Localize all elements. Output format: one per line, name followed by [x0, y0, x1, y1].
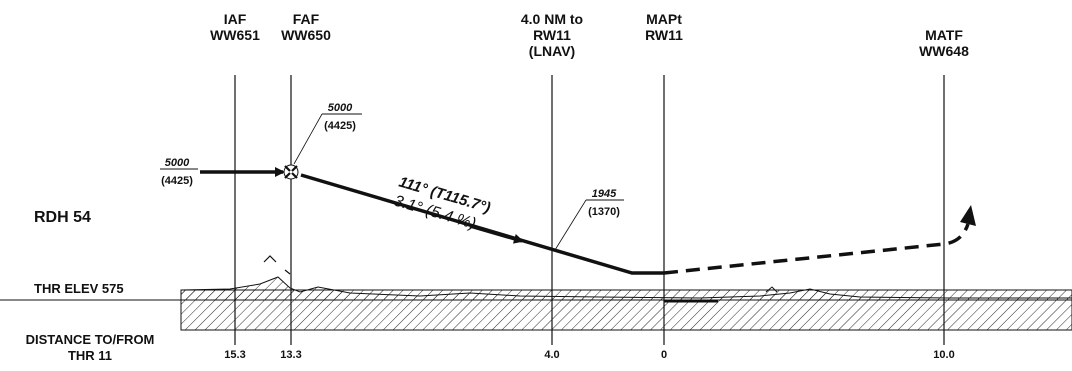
- final-course-arrow: [469, 224, 524, 244]
- missed-approach-path: [663, 223, 970, 275]
- mapt-label: MAPt RW11: [645, 11, 683, 43]
- distance-mapt: 0: [661, 349, 667, 361]
- stepdown-fix-label: 4.0 NM to RW11 (LNAV): [521, 11, 583, 59]
- svg-text:(1370): (1370): [588, 206, 620, 218]
- thr-elev-label: THR ELEV 575: [34, 281, 124, 296]
- svg-text:5000: 5000: [165, 157, 190, 169]
- faf-label: FAF WW650: [281, 11, 331, 43]
- svg-text:RW11: RW11: [533, 27, 571, 43]
- faf-altitude: 5000 (4425): [293, 102, 362, 165]
- svg-text:RW11: RW11: [645, 27, 683, 43]
- initial-altitude: 5000 (4425): [160, 157, 198, 187]
- stepdown-altitude: 1945 (1370): [554, 188, 624, 251]
- svg-text:FAF: FAF: [293, 11, 320, 27]
- svg-text:(4425): (4425): [324, 120, 356, 132]
- distance-matf: 10.0: [933, 349, 954, 361]
- distance-iaf: 15.3: [224, 349, 245, 361]
- faf-cross-icon: [283, 164, 299, 180]
- distance-faf: 13.3: [280, 349, 301, 361]
- svg-text:5000: 5000: [328, 102, 353, 114]
- terrain: [180, 255, 1072, 331]
- matf-label: MATF WW648: [919, 27, 969, 59]
- svg-text:WW648: WW648: [919, 43, 969, 59]
- svg-text:MAPt: MAPt: [646, 11, 682, 27]
- final-approach-path: [300, 173, 664, 275]
- svg-text:MATF: MATF: [925, 27, 963, 43]
- rdh-label: RDH 54: [34, 209, 91, 226]
- iaf-label: IAF WW651: [210, 11, 260, 43]
- svg-text:(LNAV): (LNAV): [529, 43, 575, 59]
- distance-label: DISTANCE TO/FROM THR 11: [26, 332, 155, 363]
- svg-text:(4425): (4425): [161, 175, 193, 187]
- svg-text:1945: 1945: [592, 188, 617, 200]
- svg-text:4.0 NM to: 4.0 NM to: [521, 11, 583, 27]
- missed-approach-arrowhead: [960, 205, 976, 226]
- svg-text:WW651: WW651: [210, 27, 260, 43]
- distance-stepdown: 4.0: [544, 349, 559, 361]
- svg-text:WW650: WW650: [281, 27, 331, 43]
- svg-text:IAF: IAF: [224, 11, 247, 27]
- svg-text:DISTANCE TO/FROM: DISTANCE TO/FROM: [26, 332, 155, 347]
- svg-text:THR 11: THR 11: [68, 348, 112, 363]
